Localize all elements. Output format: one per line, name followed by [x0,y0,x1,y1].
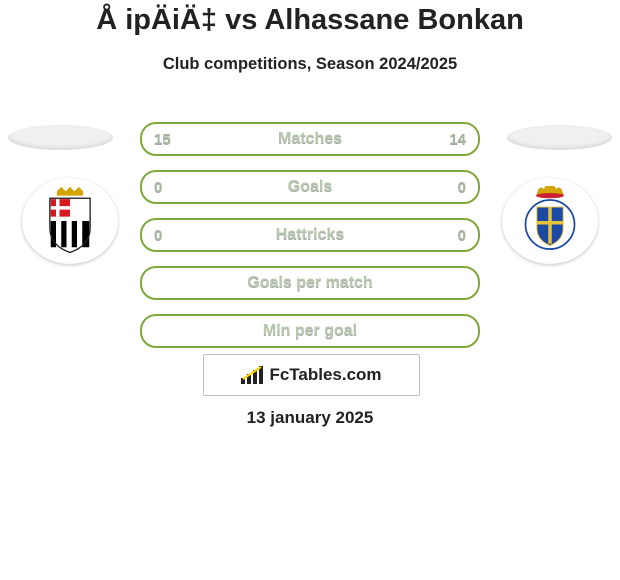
stat-row: Matches 15 14 [140,122,480,156]
comparison-card: Å ipÄiÄ‡ vs Alhassane Bonkan Club compet… [0,0,620,580]
date-text: 13 january 2025 [0,408,620,428]
club-left-crest [22,178,118,264]
stat-label: Goals [288,178,332,196]
stat-label: Min per goal [263,322,357,340]
crest-right-icon [515,186,585,256]
bar-chart-icon [241,366,265,384]
stat-row: Goals 0 0 [140,170,480,204]
stat-label: Hattricks [276,226,344,244]
stat-left-value: 0 [154,179,162,196]
stat-left-value: 0 [154,227,162,244]
stat-right-value: 0 [458,227,466,244]
stat-left-value: 15 [154,131,171,148]
brand-text: FcTables.com [269,365,381,385]
stat-label: Matches [278,130,342,148]
stat-label: Goals per match [247,274,372,292]
stat-row: Goals per match [140,266,480,300]
stat-row: Hattricks 0 0 [140,218,480,252]
club-right-crest [502,178,598,264]
crest-left-icon [35,186,105,256]
flag-left [8,125,113,150]
stats-panel: Matches 15 14 Goals 0 0 Hattricks 0 0 Goals per m… [140,122,480,362]
stat-right-value: 14 [449,131,466,148]
stat-row: Min per goal [140,314,480,348]
flag-right [507,125,612,150]
subtitle: Club competitions, Season 2024/2025 [0,55,620,74]
stat-right-value: 0 [458,179,466,196]
page-title: Å ipÄiÄ‡ vs Alhassane Bonkan [0,0,620,37]
brand-box[interactable]: FcTables.com [203,354,420,396]
